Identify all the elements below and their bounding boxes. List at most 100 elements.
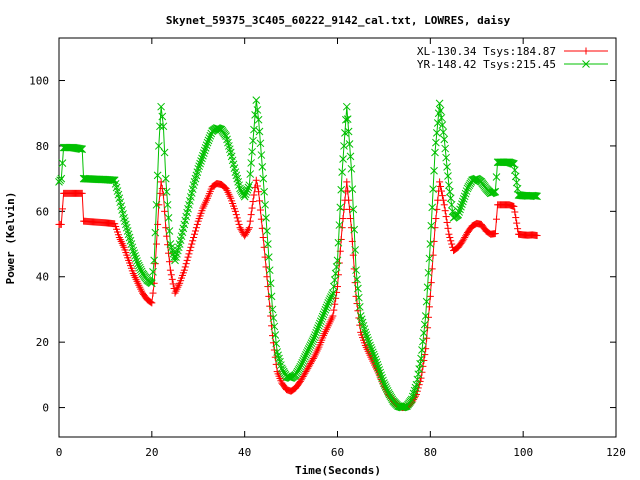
data-point (458, 200, 466, 208)
data-point (511, 208, 519, 216)
data-point (460, 192, 469, 201)
data-point (513, 184, 522, 193)
data-point (491, 187, 500, 196)
data-point (443, 163, 451, 171)
data-point (325, 297, 333, 305)
data-point (446, 194, 455, 203)
data-point (442, 153, 450, 162)
data-point (376, 368, 385, 377)
data-point (427, 221, 436, 230)
data-point (77, 145, 86, 153)
data-point (147, 279, 156, 288)
data-point (257, 215, 265, 223)
y-tick-label: 40 (36, 271, 49, 284)
data-point (195, 162, 204, 171)
data-point (246, 217, 254, 225)
data-point (131, 251, 139, 260)
data-point (231, 207, 239, 215)
data-point (267, 292, 276, 301)
legend-swatch-marker (582, 60, 590, 68)
data-point (150, 256, 159, 265)
data-point (334, 271, 342, 279)
data-point (312, 328, 321, 337)
data-point (454, 210, 463, 219)
data-point (182, 260, 190, 268)
data-point (241, 190, 250, 199)
data-point (257, 151, 266, 159)
y-axis-label: Power (Kelvin) (4, 192, 17, 285)
data-point (250, 125, 258, 134)
data-point (248, 204, 256, 212)
data-point (455, 208, 463, 216)
series-line (59, 180, 538, 409)
data-point (190, 234, 198, 241)
data-point (149, 289, 157, 297)
data-point (344, 127, 353, 136)
data-point (157, 102, 165, 111)
data-point (425, 254, 434, 263)
data-point (426, 292, 434, 300)
data-point (448, 240, 456, 248)
data-point (159, 122, 168, 131)
data-point (329, 282, 338, 291)
data-point (349, 205, 358, 214)
data-point (157, 178, 165, 186)
data-point (491, 230, 499, 238)
data-point (355, 302, 364, 311)
data-point (183, 256, 191, 264)
data-point (431, 148, 439, 157)
data-point (340, 142, 348, 150)
data-point (158, 112, 167, 121)
data-point (336, 203, 345, 212)
data-point (459, 195, 468, 203)
data-point (532, 192, 541, 201)
data-point (354, 293, 363, 302)
data-point (432, 128, 441, 137)
data-point (261, 200, 269, 209)
data-point (78, 189, 86, 197)
data-point (234, 217, 242, 225)
data-point (167, 271, 175, 279)
data-point (301, 353, 309, 361)
data-point (448, 207, 457, 216)
data-point (147, 298, 155, 306)
data-point (324, 299, 333, 307)
legend: XL-130.34 Tsys:184.87 YR-148.42 Tsys:215… (417, 45, 608, 71)
data-point (445, 181, 453, 190)
y-tick-label: 0 (42, 402, 49, 415)
data-point (411, 383, 420, 392)
data-point (134, 259, 142, 268)
data-point (132, 254, 140, 263)
data-point (152, 200, 161, 209)
data-point (134, 261, 143, 270)
data-point (328, 291, 336, 299)
data-point (272, 360, 280, 368)
x-axis-label: Time(Seconds) (295, 464, 381, 477)
data-point (242, 188, 251, 196)
data-point (251, 111, 259, 119)
data-point (372, 358, 381, 366)
data-point (189, 237, 197, 245)
data-point (345, 140, 354, 148)
data-point (57, 174, 66, 183)
data-point (368, 348, 377, 357)
data-point (423, 283, 432, 292)
data-point (513, 219, 521, 227)
data-point (442, 213, 450, 221)
data-point (438, 121, 447, 129)
data-point (244, 225, 252, 233)
data-point (306, 341, 315, 349)
data-point (249, 136, 257, 145)
data-point (421, 312, 430, 320)
data-point (310, 333, 319, 342)
legend-swatches (564, 47, 608, 68)
data-point (307, 339, 316, 347)
data-point (510, 166, 519, 174)
x-tick-label: 80 (424, 446, 437, 459)
data-point (299, 356, 308, 365)
data-point (262, 214, 270, 222)
data-point (353, 275, 361, 284)
data-point (347, 164, 356, 173)
data-point (304, 345, 313, 353)
data-point (249, 198, 257, 206)
